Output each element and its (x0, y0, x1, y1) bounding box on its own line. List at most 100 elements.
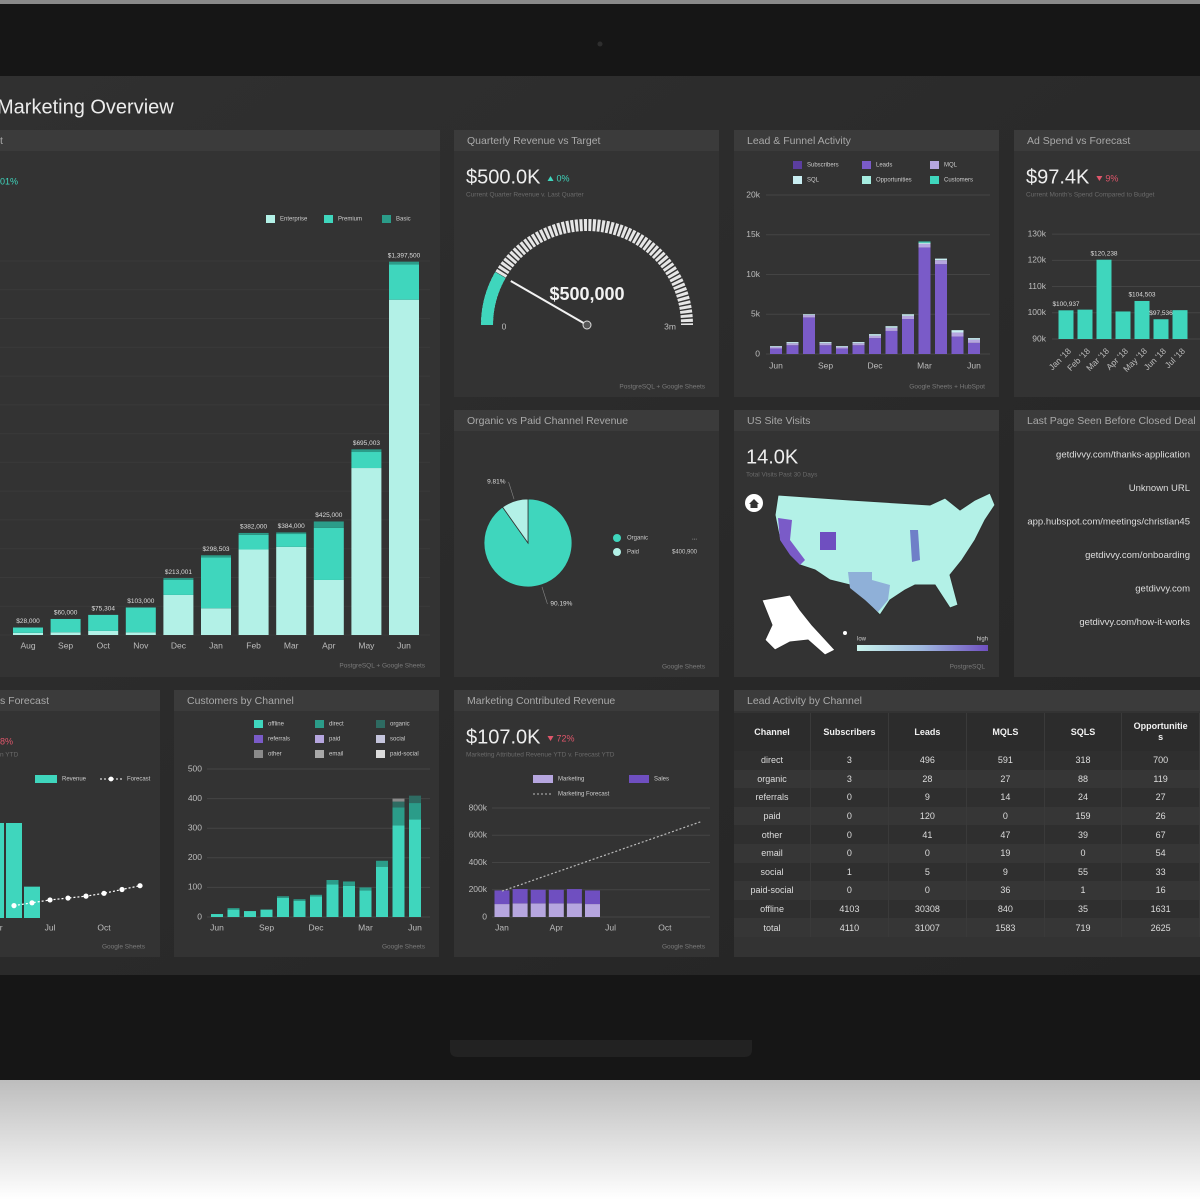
total-label: $382,000 (240, 524, 267, 531)
table-cell: 700 (1121, 751, 1200, 770)
table-cell: 67 (1121, 825, 1200, 844)
gauge-hub (582, 320, 592, 330)
legend-label: Customers (944, 178, 973, 184)
bar (566, 889, 582, 904)
bar (392, 807, 405, 826)
bar (918, 243, 931, 248)
bar (852, 345, 865, 354)
bar (0, 823, 4, 918)
bar (238, 532, 269, 535)
legend-label: paid (329, 737, 340, 743)
legend-swatch (613, 534, 621, 542)
bar (359, 887, 372, 891)
table-cell: 0 (1044, 843, 1123, 863)
x-tick-label: Jun (210, 922, 224, 932)
x-tick-label: Dec (308, 922, 324, 932)
us-states (774, 492, 996, 616)
table-cell: paid (734, 806, 812, 826)
legend-label: paid-social (390, 752, 419, 758)
table-cell: 0 (810, 825, 889, 844)
y-tick-label: 90k (1032, 333, 1046, 343)
leader-line (508, 481, 515, 500)
bar (313, 527, 344, 580)
bar (902, 314, 914, 316)
table-row: referrals 0 9 14 24 27 (734, 788, 1200, 807)
table-cell: 24 (1044, 788, 1123, 807)
table-cell: 159 (1044, 806, 1123, 826)
table-cell: direct (734, 751, 812, 770)
legend-label: Basic (396, 217, 411, 223)
total-label: $60,000 (54, 610, 78, 617)
column-header: Subscribers (810, 713, 889, 751)
value-label: $97,536 (1149, 310, 1173, 317)
bar (313, 579, 344, 635)
panel-header (734, 690, 1200, 711)
bar (968, 342, 980, 354)
source: PostgreSQL + Google Sheets (619, 384, 705, 391)
panel-title: Marketing Contributed Revenue (467, 695, 615, 707)
value-label: $120,238 (1090, 250, 1117, 257)
table-cell: 3 (810, 769, 889, 789)
panel-header (1014, 130, 1200, 151)
bar (326, 884, 339, 917)
table-row: total 4110 31007 1583 719 2625 (734, 918, 1200, 937)
table-cell: 4110 (810, 918, 889, 937)
legend-swatch (629, 775, 649, 783)
table-cell: other (734, 825, 812, 844)
bar (276, 546, 307, 635)
alaska (761, 594, 836, 656)
bar (238, 534, 269, 550)
change-arrow (547, 736, 554, 741)
line (13, 885, 141, 907)
bar (836, 346, 848, 347)
bar (836, 346, 848, 349)
bar (935, 258, 947, 261)
bar (389, 261, 419, 265)
bar (13, 632, 43, 635)
legend-high: high (977, 637, 988, 643)
source: PostgreSQL (950, 664, 986, 671)
bar (918, 247, 931, 354)
bar (201, 555, 231, 558)
legend-low: low (857, 637, 867, 643)
bar (786, 345, 799, 354)
bar (343, 885, 355, 917)
x-tick-label: Sep (58, 640, 73, 650)
legend-swatch (862, 161, 871, 169)
total-label: $298,503 (202, 546, 229, 553)
bar (409, 819, 421, 917)
table-cell: 27 (1121, 788, 1200, 807)
gauge-value: $500,000 (549, 284, 624, 304)
column-header: MQLS (966, 713, 1045, 751)
table-cell: organic (734, 769, 812, 789)
legend-label: SQL (807, 178, 820, 184)
x-tick-label: Jun (967, 360, 981, 370)
table-cell: 9 (966, 862, 1045, 882)
line-marker (101, 890, 107, 896)
bar (1096, 259, 1112, 339)
table-cell: 9 (888, 788, 968, 807)
y-tick-label: 120k (1028, 255, 1047, 265)
x-tick-label: Sep (818, 360, 833, 370)
line-marker (137, 883, 143, 889)
x-tick-label: Apr (322, 640, 335, 650)
bar (968, 339, 980, 343)
x-tick-label: Nov (133, 640, 149, 650)
table-cell: 119 (1121, 769, 1200, 789)
bar (1058, 310, 1074, 339)
bar (869, 334, 881, 336)
leader-line (541, 586, 548, 605)
table-row: offline 4103 30308 840 35 1631 (734, 899, 1200, 919)
panel-title: Organic vs Paid Channel Revenue (467, 415, 628, 427)
panel-title: Lead Activity by Channel (747, 695, 862, 707)
table-cell: 3 (810, 751, 889, 770)
legend-swatch (376, 720, 385, 728)
legend-swatch (533, 775, 553, 783)
x-tick-label: Jan (209, 640, 223, 650)
bar (351, 449, 382, 453)
bar (6, 823, 22, 918)
x-tick-label: Jun (408, 922, 422, 932)
legend-label: Paid (627, 550, 639, 556)
y-tick-label: 500 (188, 763, 202, 773)
panel-title: US Site Visits (747, 415, 810, 427)
